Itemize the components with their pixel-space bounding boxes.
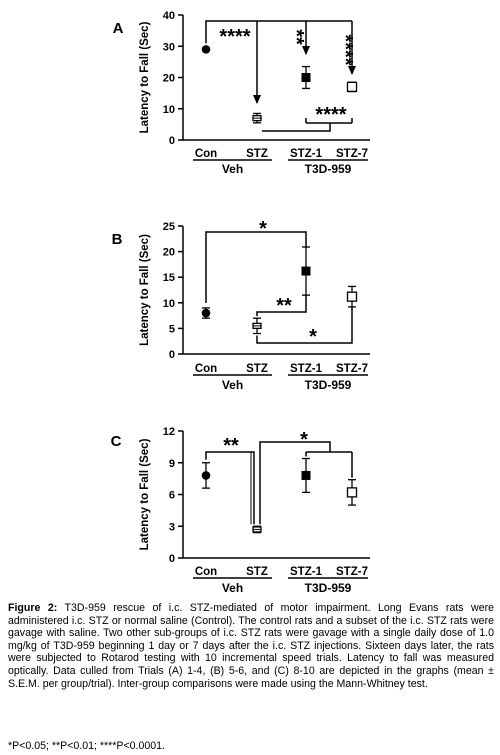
panel-letter: C [111, 433, 122, 450]
y-tick-label: 9 [169, 458, 175, 470]
significance-stars: ** [285, 29, 307, 45]
category-label: STZ-7 [336, 363, 368, 375]
significance-note: *P<0.05; **P<0.01; ****P<0.0001. [8, 740, 165, 752]
significance-bracket [208, 451, 252, 525]
category-label: STZ-1 [290, 148, 323, 160]
significance-stars: * [259, 218, 267, 240]
y-tick-label: 15 [163, 272, 175, 284]
data-point [346, 291, 358, 302]
significance-bracket [205, 231, 307, 304]
arrow-head [253, 95, 261, 104]
significance-stars: **** [219, 26, 250, 48]
arrow-head [302, 46, 310, 55]
category-label: STZ-7 [336, 148, 368, 160]
data-point [346, 81, 358, 93]
category-label: STZ-1 [290, 566, 323, 578]
significance-stars: ** [276, 295, 292, 317]
significance-bracket [256, 295, 307, 317]
data-point [346, 487, 358, 498]
data-point [201, 471, 211, 480]
category-label: Con [195, 566, 217, 578]
y-axis-label: Latency to Fall (Sec) [139, 234, 151, 346]
y-tick-label: 10 [163, 104, 175, 116]
significance-stars: ** [223, 435, 239, 457]
significance-bracket [205, 20, 352, 44]
y-tick-label: 12 [163, 426, 175, 438]
category-label: Con [195, 363, 217, 375]
significance-stars: * [300, 429, 308, 451]
y-tick-label: 5 [169, 323, 175, 335]
significance-stars: **** [315, 104, 346, 126]
y-tick-label: 40 [163, 10, 175, 22]
arrow-head [348, 66, 356, 75]
category-label: STZ [246, 363, 268, 375]
y-tick-label: 30 [163, 41, 175, 53]
y-tick-label: 0 [169, 349, 175, 361]
category-label: STZ-1 [290, 363, 323, 375]
data-point [201, 45, 211, 54]
group-label-veh: Veh [222, 162, 243, 176]
category-label: Con [195, 148, 217, 160]
y-axis-label: Latency to Fall (Sec) [139, 21, 151, 133]
data-point [301, 266, 311, 276]
caption-label: Figure 2: [8, 602, 58, 614]
figure-caption: Figure 2: T3D-959 rescue of i.c. STZ-med… [8, 602, 494, 690]
panel-letter: B [112, 231, 123, 248]
caption-text: T3D-959 rescue of i.c. STZ-mediated of m… [8, 602, 495, 690]
y-tick-label: 20 [163, 247, 175, 259]
y-tick-label: 6 [169, 490, 175, 502]
category-label: STZ [246, 566, 268, 578]
y-tick-label: 0 [169, 135, 175, 147]
category-label: STZ [246, 148, 268, 160]
group-label-t3d: T3D-959 [305, 378, 352, 392]
group-label-t3d: T3D-959 [305, 581, 352, 595]
y-axis-label: Latency to Fall (Sec) [139, 438, 151, 550]
group-label-veh: Veh [222, 378, 243, 392]
significance-bracket [256, 306, 353, 344]
y-tick-label: 20 [163, 73, 175, 85]
significance-bracket [259, 441, 352, 525]
significance-bracket [262, 122, 352, 132]
data-point [301, 470, 311, 480]
y-tick-label: 0 [169, 553, 175, 565]
group-label-t3d: T3D-959 [305, 162, 352, 176]
y-tick-label: 3 [169, 521, 175, 533]
group-label-veh: Veh [222, 581, 243, 595]
significance-stars: * [309, 326, 317, 348]
y-tick-label: 10 [163, 298, 175, 310]
significance-bracket [205, 451, 255, 525]
y-tick-label: 25 [163, 221, 175, 233]
panel-letter: A [113, 20, 124, 37]
data-point [301, 73, 311, 82]
data-point [201, 308, 211, 318]
category-label: STZ-7 [336, 566, 368, 578]
significance-stars: **** [334, 34, 356, 65]
